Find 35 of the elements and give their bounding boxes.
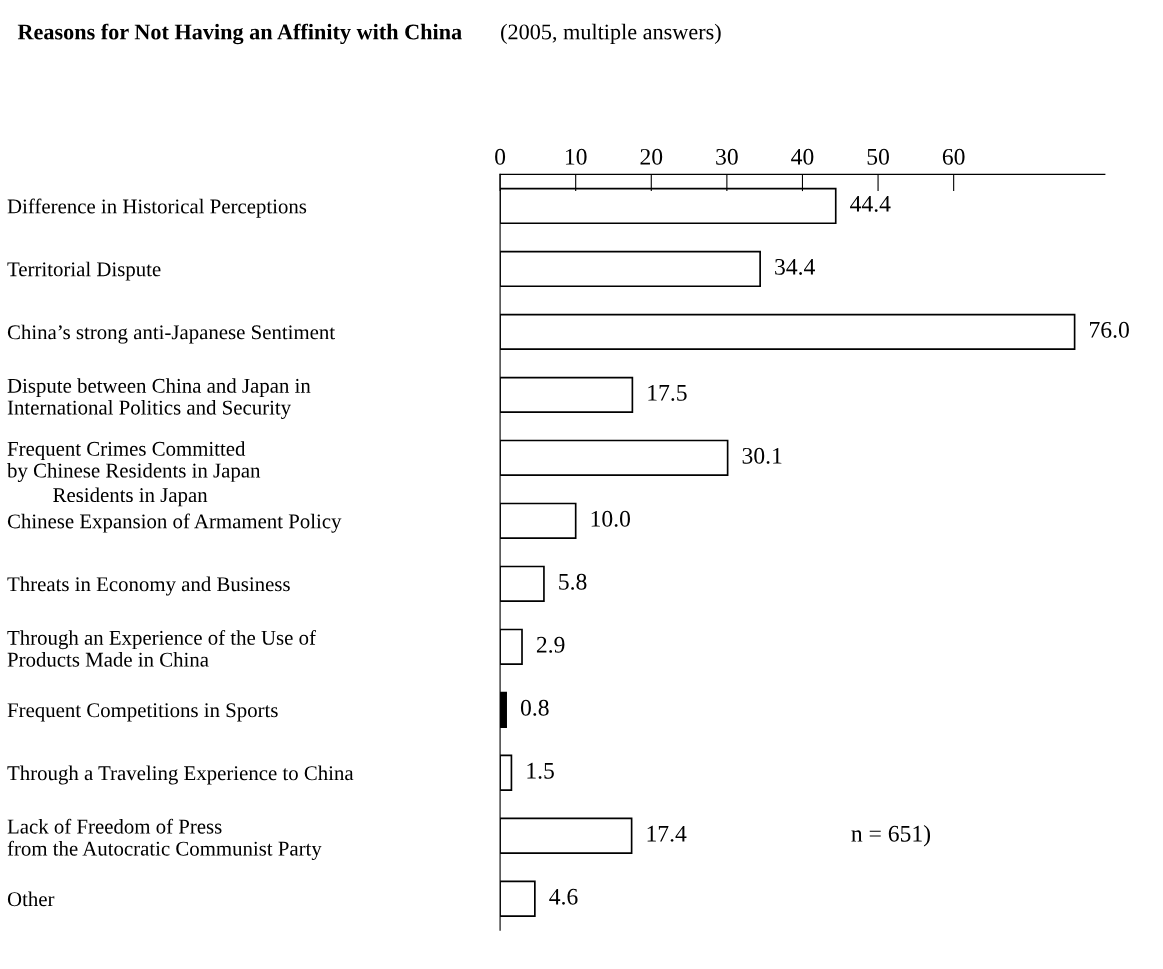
data-label: 0.8 — [520, 699, 549, 716]
x-tick-label: 30 — [716, 148, 738, 165]
y-tick-label: Chinese Expansion of Armament Policy — [7, 513, 342, 533]
x-tick-label: 0 — [495, 148, 506, 165]
data-label: 5.8 — [559, 573, 587, 590]
data-label: 17.4 — [647, 825, 687, 842]
data-label: 17.5 — [648, 384, 687, 401]
text: Residents in Japan — [53, 487, 208, 507]
data-label: 10.0 — [591, 510, 630, 527]
data-label: 76.0 — [1090, 321, 1129, 338]
y-tick-label: Frequent Crimes Committed by Chinese Residents in Japan — [7, 441, 261, 482]
x-tick-label: 20 — [640, 148, 663, 165]
x-tick-label: 60 — [942, 148, 965, 165]
y-tick-label: Difference in Historical Perceptions — [7, 198, 307, 218]
x-tick-label: 10 — [565, 148, 587, 165]
y-tick-label: Frequent Competitions in Sports — [7, 703, 278, 722]
data-label: 30.1 — [742, 447, 782, 464]
data-label: 44.4 — [850, 196, 891, 212]
data-label: 2.9 — [536, 636, 565, 653]
y-tick-label: China’s strong anti-Japanese Sentiment — [7, 324, 335, 344]
y-tick-label: Through a Traveling Experience to China — [7, 765, 354, 785]
data-label: 34.4 — [775, 258, 815, 275]
data-label: 4.6 — [549, 888, 578, 905]
chart-subtitle: (2005, multiple answers) — [501, 23, 721, 44]
y-tick-label: Through an Experience of the Use of Products Made in China — [7, 630, 316, 667]
text: Reasons for Not Having an Affinity with China — [17, 23, 462, 45]
x-tick-label: 50 — [867, 148, 889, 165]
y-tick-label: Lack of Freedom of Press from the Autocratic Communist Party — [7, 818, 322, 860]
data-label: 1.5 — [527, 762, 554, 779]
y-tick-label: Threats in Economy and Business — [7, 576, 290, 596]
y-tick-label: Dispute between China and Japan in International Politics and Security — [7, 378, 311, 419]
y-tick-label: Other — [7, 891, 55, 907]
y-tick-label: Territorial Dispute — [7, 261, 161, 281]
annotation: n = 651) — [851, 825, 931, 847]
x-tick-label: 40 — [791, 148, 814, 165]
